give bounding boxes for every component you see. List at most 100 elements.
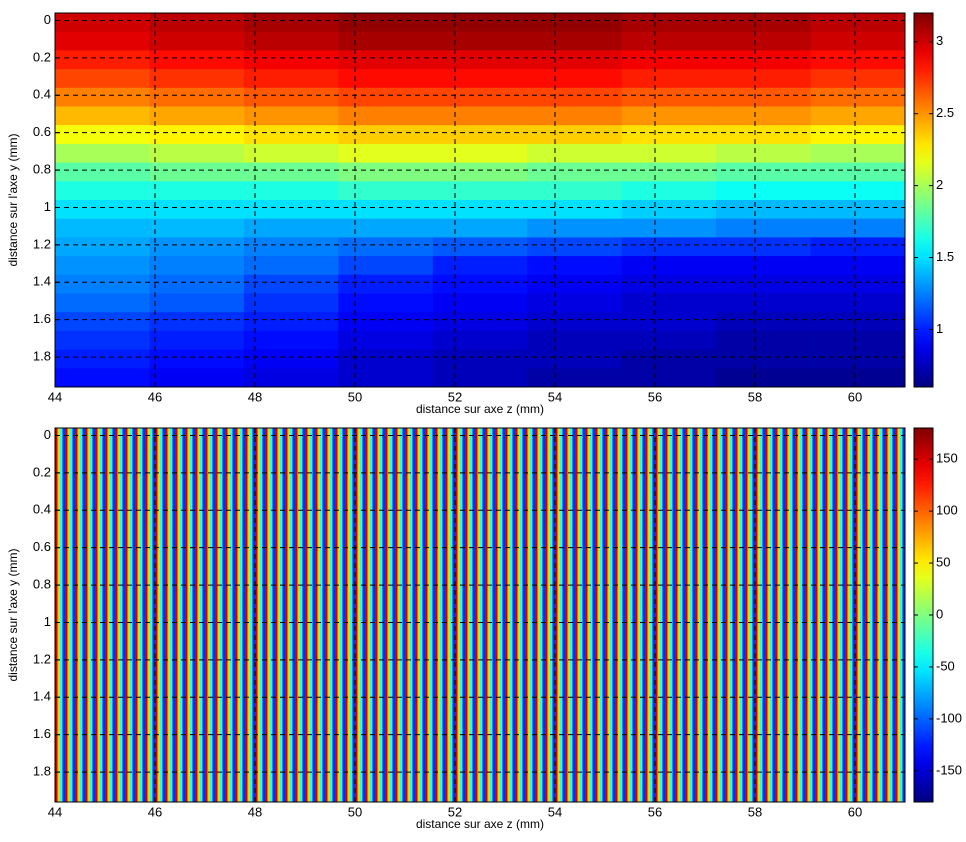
heat-cell (415, 428, 418, 803)
heat-cell (716, 106, 811, 126)
colorbar-tick-label: 2.5 (936, 105, 954, 120)
heat-cell (652, 428, 656, 803)
heat-cell (149, 256, 245, 276)
heat-cell (810, 13, 906, 33)
heat-cell (635, 428, 638, 803)
heat-cell (527, 162, 623, 182)
axes-box (54, 12, 906, 388)
heat-cell (55, 162, 150, 182)
heat-cell (585, 428, 588, 803)
heat-cell (810, 293, 906, 313)
heat-cell (621, 69, 717, 89)
heat-cell (672, 428, 676, 803)
heat-cell (380, 428, 383, 803)
heat-cell (370, 428, 373, 803)
heat-cell (870, 428, 873, 803)
heat-cell (243, 218, 339, 238)
x-tick-label: 44 (48, 804, 62, 819)
colorbar-tick-label: 3 (936, 33, 943, 48)
heat-cell (432, 218, 528, 238)
heat-cell (650, 428, 653, 803)
heat-cell (527, 87, 623, 107)
heat-cell (237, 428, 241, 803)
axes-box (54, 427, 906, 803)
heat-cell (885, 428, 888, 803)
heat-cell (55, 200, 150, 220)
heat-cell (525, 428, 528, 803)
heat-cell (497, 428, 501, 803)
x-tick-label: 54 (548, 389, 562, 404)
x-tick-label: 52 (448, 804, 462, 819)
y-tick-label: 1.2 (33, 651, 51, 666)
heat-cell (102, 428, 106, 803)
y-tick-label: 1.8 (33, 764, 51, 779)
heat-cell (716, 143, 811, 163)
heat-cell (425, 428, 428, 803)
x-tick-label: 58 (748, 804, 762, 819)
heat-cell (752, 428, 756, 803)
heat-cell (55, 87, 150, 107)
heat-cell (502, 428, 506, 803)
heat-cell (645, 428, 648, 803)
heat-cell (55, 330, 150, 350)
heat-cell (852, 428, 856, 803)
heat-cell (197, 428, 201, 803)
heat-cell (716, 50, 811, 70)
heat-cell (243, 312, 339, 332)
heat-cell (882, 428, 886, 803)
y-tick-label: 0.2 (33, 464, 51, 479)
x-tick-label: 58 (748, 389, 762, 404)
heat-cell (305, 428, 308, 803)
heat-cell (492, 428, 496, 803)
heat-cell (227, 428, 231, 803)
heat-cell (170, 428, 173, 803)
heat-cell (110, 428, 113, 803)
heat-cell (338, 256, 434, 276)
heat-cell (330, 428, 333, 803)
y-tick-label: 0.4 (33, 502, 51, 517)
heat-cell (338, 69, 434, 89)
heat-cell (122, 428, 126, 803)
heat-cell (365, 428, 368, 803)
heat-cell (532, 428, 536, 803)
colorbar-tick-label: -150 (936, 762, 962, 777)
heat-cell (55, 50, 150, 70)
heat-cell (62, 428, 66, 803)
heat-cell (690, 428, 693, 803)
heat-cell (716, 162, 811, 182)
heat-cell (235, 428, 238, 803)
heat-cell (621, 162, 717, 182)
heat-cell (595, 428, 598, 803)
colorbar-tick-label: -50 (936, 658, 955, 673)
heat-cell (810, 349, 906, 369)
heat-cell (55, 125, 150, 145)
heat-cell (182, 428, 186, 803)
heat-cell (149, 87, 245, 107)
heat-cell (145, 428, 148, 803)
heat-cell (735, 428, 738, 803)
heat-cell (527, 13, 623, 33)
heat-cell (680, 428, 683, 803)
heat-cell (710, 428, 713, 803)
heat-cell (160, 428, 163, 803)
heat-cell (338, 125, 434, 145)
heat-cell (570, 428, 573, 803)
heat-cell (822, 428, 826, 803)
heat-cell (842, 428, 846, 803)
heat-cell (243, 181, 339, 201)
heat-cell (60, 428, 63, 803)
heat-cell (172, 428, 176, 803)
heat-cell (490, 428, 493, 803)
heat-cell (100, 428, 103, 803)
heat-cell (692, 428, 696, 803)
heat-cell (697, 428, 701, 803)
heat-cell (727, 428, 731, 803)
heat-cell (77, 428, 81, 803)
heat-cell (267, 428, 271, 803)
heat-cell (562, 428, 566, 803)
heat-cell (607, 428, 611, 803)
heat-cell (802, 428, 806, 803)
heat-cell (185, 428, 188, 803)
heat-cell (632, 428, 636, 803)
heat-cell (772, 428, 776, 803)
